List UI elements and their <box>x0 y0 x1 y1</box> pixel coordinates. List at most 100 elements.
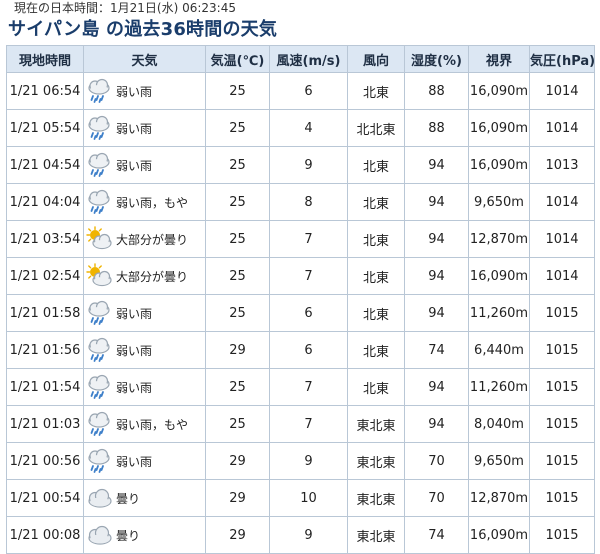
weather-label: 弱い雨 <box>116 343 153 358</box>
rain-icon <box>85 115 117 141</box>
pressure-cell: 1015 <box>529 294 595 332</box>
local-time-cell: 1/21 01:54 <box>6 368 84 406</box>
weather-cell: 弱い雨 <box>83 368 206 406</box>
table-row: 1/21 01:56 弱い雨 29 6 北東 74 6,440m 1015 <box>6 331 595 369</box>
pressure-cell: 1013 <box>529 146 595 184</box>
table-row: 1/21 01:54 弱い雨 25 7 北東 94 11,260m 1015 <box>6 368 595 406</box>
pressure-cell: 1014 <box>529 220 595 258</box>
weather-label: 弱い雨 <box>116 84 153 99</box>
page-title: サイパン島 の過去36時間の天気 <box>8 19 278 40</box>
table-row: 1/21 00:08 曇り 29 9 東北東 74 16,090m 1015 <box>6 516 595 554</box>
wind-speed-cell: 6 <box>269 72 348 110</box>
rain-icon <box>85 411 117 437</box>
wind-direction-cell: 東北東 <box>347 479 405 517</box>
local-time-cell: 1/21 04:54 <box>6 146 84 184</box>
table-header-row: 現地時間 天気 気温(℃) 風速(m/s) 風向 湿度(%) 視界 気圧(hPa… <box>6 45 595 73</box>
table-row: 1/21 02:54 大部分が曇り 25 7 北東 94 16,090m 1014 <box>6 257 595 295</box>
temperature-cell: 25 <box>205 183 270 221</box>
column-header-wind-speed: 風速(m/s) <box>269 45 348 73</box>
visibility-cell: 16,090m <box>468 146 530 184</box>
weather-label: 大部分が曇り <box>116 269 189 284</box>
wind-direction-cell: 東北東 <box>347 405 405 443</box>
weather-label: 弱い雨 <box>116 380 153 395</box>
weather-cell: 弱い雨 <box>83 442 206 480</box>
temperature-cell: 29 <box>205 331 270 369</box>
pressure-cell: 1015 <box>529 405 595 443</box>
table-row: 1/21 03:54 大部分が曇り 25 7 北東 94 12,870m 1014 <box>6 220 595 258</box>
weather-label: 大部分が曇り <box>116 232 189 247</box>
wind-direction-cell: 北東 <box>347 183 405 221</box>
weather-cell: 弱い雨 <box>83 146 206 184</box>
local-time-cell: 1/21 01:58 <box>6 294 84 332</box>
temperature-cell: 25 <box>205 72 270 110</box>
weather-cell: 曇り <box>83 479 206 517</box>
table-row: 1/21 05:54 弱い雨 25 4 北北東 88 16,090m 1014 <box>6 109 595 147</box>
wind-speed-cell: 7 <box>269 220 348 258</box>
temperature-cell: 25 <box>205 294 270 332</box>
wind-speed-cell: 8 <box>269 183 348 221</box>
table-row: 1/21 01:03 弱い雨，もや 25 7 東北東 94 8,040m 1015 <box>6 405 595 443</box>
humidity-cell: 70 <box>404 442 469 480</box>
rain-icon <box>85 448 117 474</box>
visibility-cell: 6,440m <box>468 331 530 369</box>
local-time-cell: 1/21 01:03 <box>6 405 84 443</box>
humidity-cell: 94 <box>404 146 469 184</box>
weather-label: 弱い雨 <box>116 121 153 136</box>
rain-icon <box>85 374 117 400</box>
column-header-humidity: 湿度(%) <box>404 45 469 73</box>
local-time-cell: 1/21 01:56 <box>6 331 84 369</box>
table-row: 1/21 00:56 弱い雨 29 9 東北東 70 9,650m 1015 <box>6 442 595 480</box>
temperature-cell: 25 <box>205 368 270 406</box>
rain-icon <box>85 152 117 178</box>
temperature-cell: 29 <box>205 479 270 517</box>
cloudy-icon <box>85 522 117 548</box>
local-time-cell: 1/21 00:08 <box>6 516 84 554</box>
humidity-cell: 94 <box>404 257 469 295</box>
column-header-local-time: 現地時間 <box>6 45 84 73</box>
weather-cell: 大部分が曇り <box>83 257 206 295</box>
temperature-cell: 25 <box>205 405 270 443</box>
column-header-visibility: 視界 <box>468 45 530 73</box>
pressure-cell: 1014 <box>529 109 595 147</box>
visibility-cell: 16,090m <box>468 72 530 110</box>
wind-direction-cell: 北東 <box>347 368 405 406</box>
weather-cell: 曇り <box>83 516 206 554</box>
wind-direction-cell: 北東 <box>347 294 405 332</box>
wind-direction-cell: 東北東 <box>347 516 405 554</box>
table-row: 1/21 06:54 弱い雨 25 6 北東 88 16,090m 1014 <box>6 72 595 110</box>
weather-label: 弱い雨 <box>116 454 153 469</box>
table-row: 1/21 04:04 弱い雨，もや 25 8 北東 94 9,650m 1014 <box>6 183 595 221</box>
humidity-cell: 74 <box>404 516 469 554</box>
visibility-cell: 11,260m <box>468 294 530 332</box>
temperature-cell: 25 <box>205 146 270 184</box>
wind-direction-cell: 北東 <box>347 257 405 295</box>
visibility-cell: 11,260m <box>468 368 530 406</box>
partly-cloudy-icon <box>85 263 117 289</box>
partly-cloudy-icon <box>85 226 117 252</box>
weather-label: 曇り <box>116 491 141 506</box>
cloudy-icon <box>85 485 117 511</box>
temperature-cell: 25 <box>205 257 270 295</box>
weather-label: 曇り <box>116 528 141 543</box>
pressure-cell: 1015 <box>529 331 595 369</box>
column-header-weather: 天気 <box>83 45 206 73</box>
table-row: 1/21 00:54 曇り 29 10 東北東 70 12,870m 1015 <box>6 479 595 517</box>
visibility-cell: 16,090m <box>468 109 530 147</box>
pressure-cell: 1015 <box>529 516 595 554</box>
temperature-cell: 29 <box>205 516 270 554</box>
rain-icon <box>85 189 117 215</box>
humidity-cell: 94 <box>404 368 469 406</box>
column-header-temperature: 気温(℃) <box>205 45 270 73</box>
visibility-cell: 12,870m <box>468 220 530 258</box>
wind-speed-cell: 6 <box>269 294 348 332</box>
wind-speed-cell: 7 <box>269 405 348 443</box>
humidity-cell: 88 <box>404 72 469 110</box>
local-time-cell: 1/21 00:56 <box>6 442 84 480</box>
wind-speed-cell: 9 <box>269 442 348 480</box>
local-time-cell: 1/21 06:54 <box>6 72 84 110</box>
humidity-cell: 74 <box>404 331 469 369</box>
table-row: 1/21 01:58 弱い雨 25 6 北東 94 11,260m 1015 <box>6 294 595 332</box>
visibility-cell: 12,870m <box>468 479 530 517</box>
wind-speed-cell: 9 <box>269 146 348 184</box>
humidity-cell: 94 <box>404 294 469 332</box>
